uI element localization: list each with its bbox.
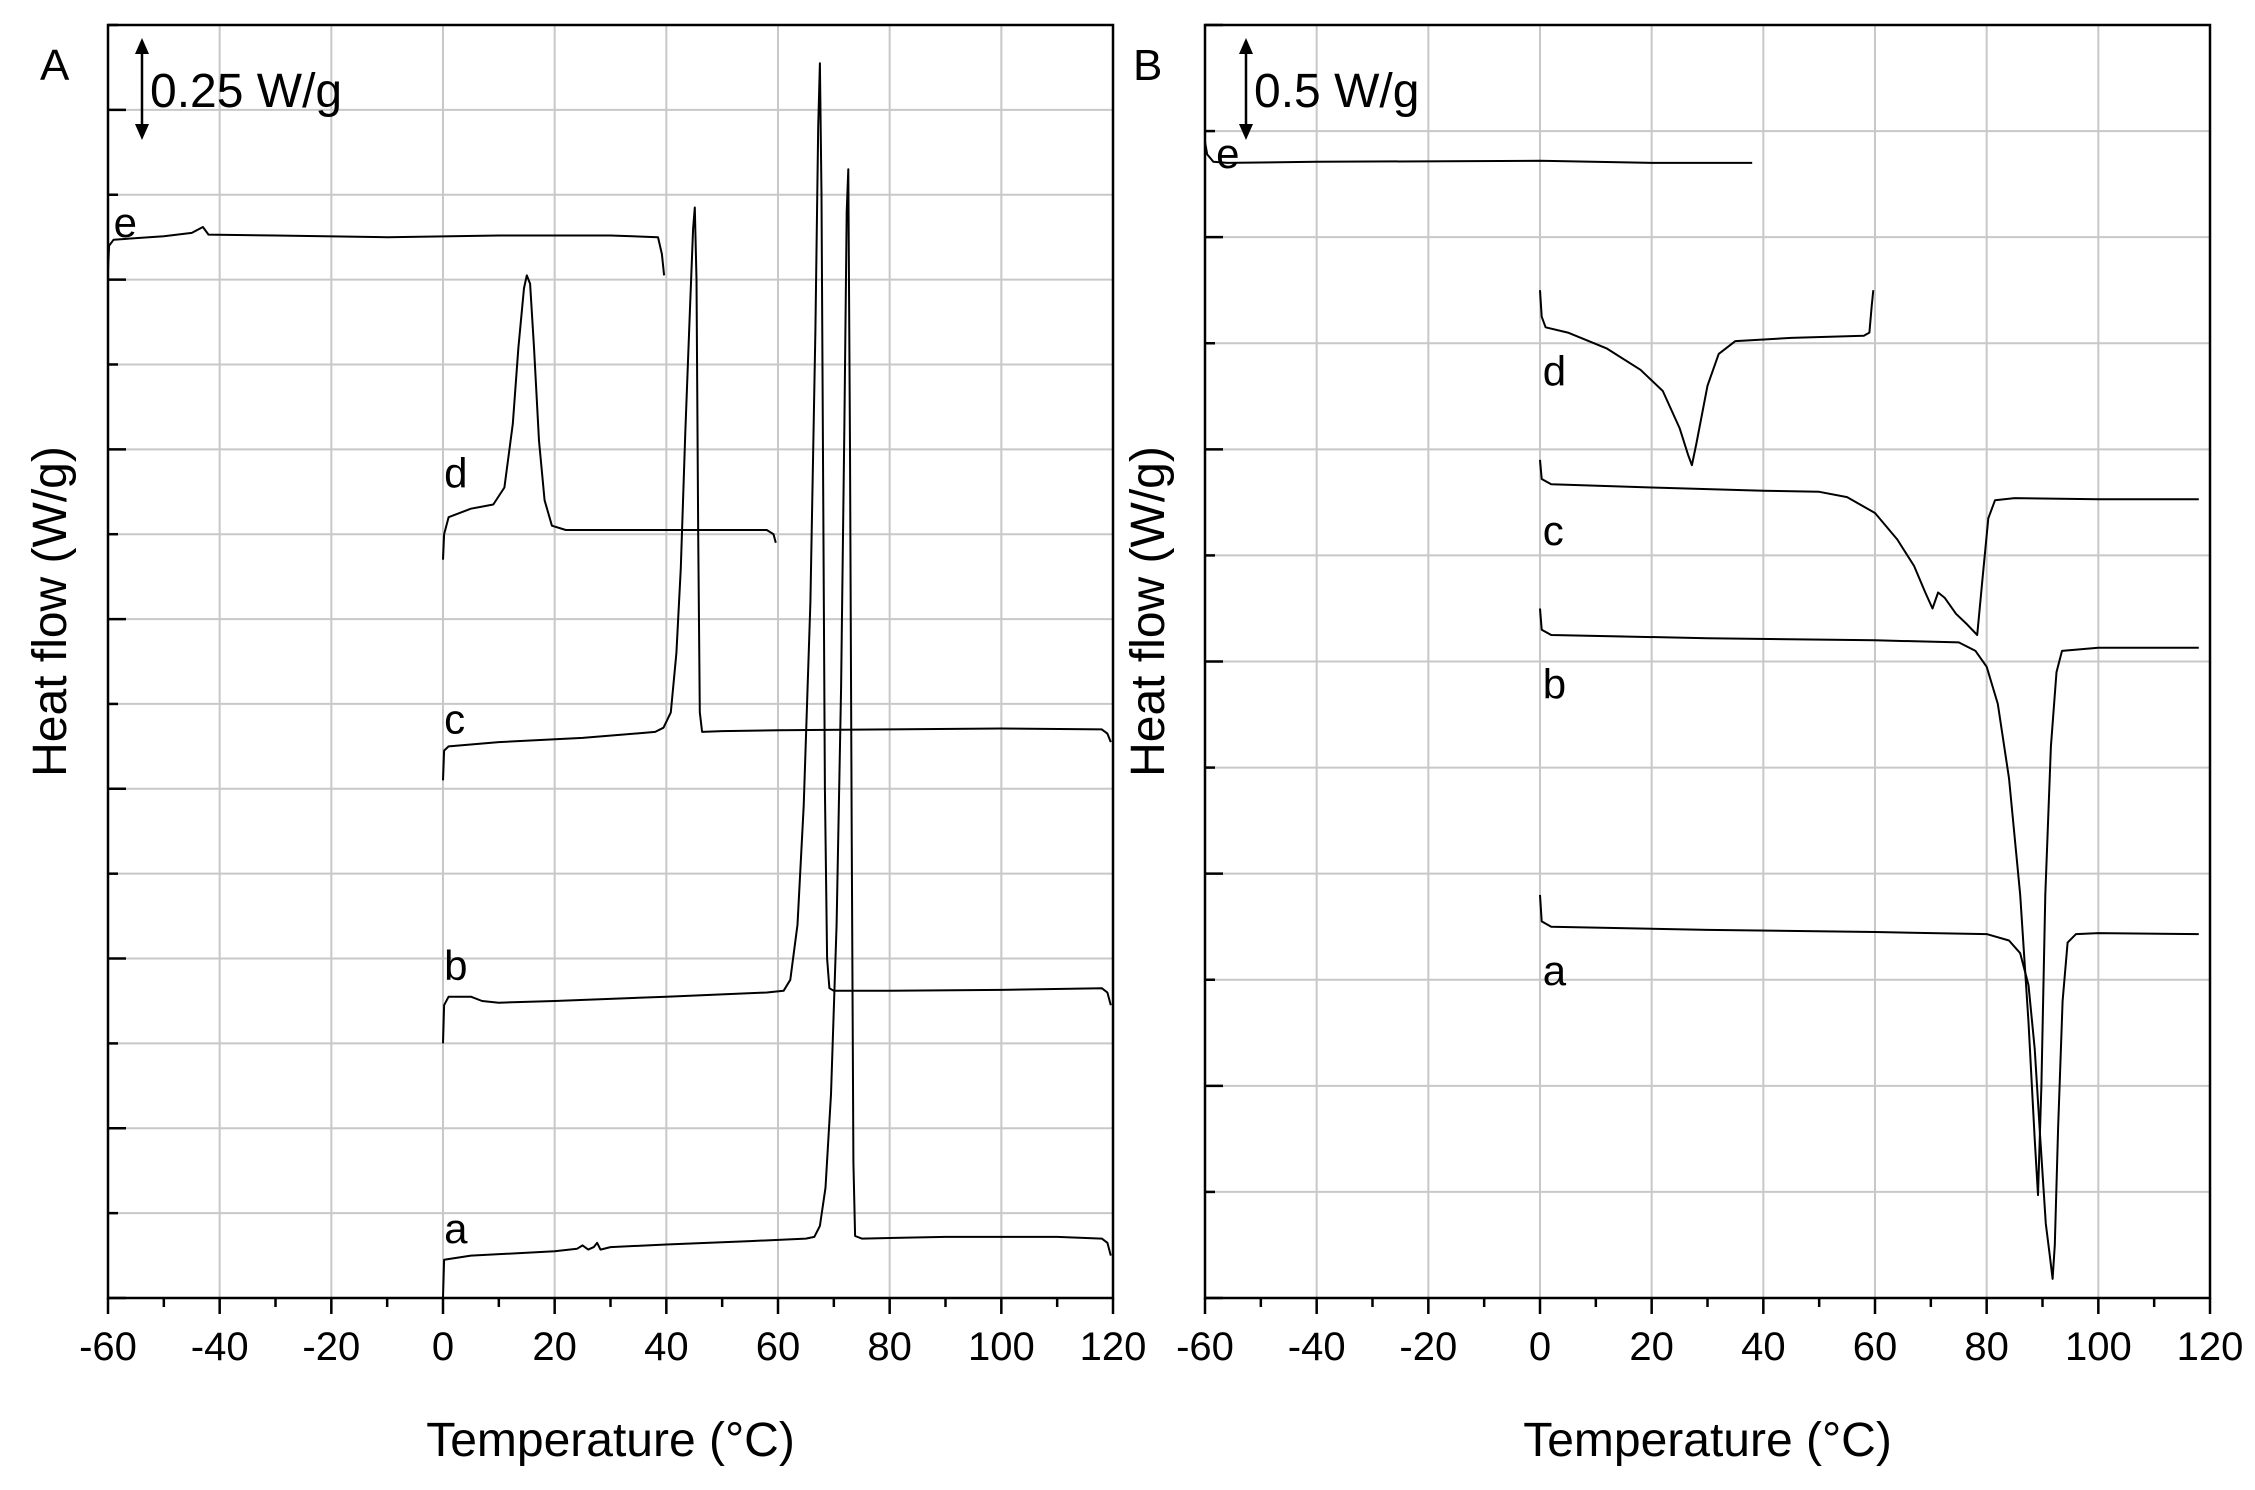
panel-a-x-tick-label: 40	[644, 1325, 689, 1369]
panel-a-curve-c	[442, 206, 1112, 781]
panel-b-curve-label-c: c	[1543, 507, 1564, 554]
panel-b-curve-a	[1539, 894, 2199, 1280]
panel-a-x-tick-label: 0	[432, 1325, 454, 1369]
panel-b-x-tick-label: 60	[1853, 1325, 1898, 1369]
panel-b-x-tick-label: -20	[1399, 1325, 1457, 1369]
panel-b-x-tick-label: -60	[1176, 1325, 1234, 1369]
panel-b-x-tick-label: 100	[2065, 1325, 2132, 1369]
panel-b-scale-bar-label: 0.5 W/g	[1254, 65, 1419, 118]
panel-b-x-tick-label: 120	[2177, 1325, 2244, 1369]
panel-a-x-tick-label: 120	[1080, 1325, 1147, 1369]
panel-b-x-tick-label: -40	[1288, 1325, 1346, 1369]
panel-a-x-tick-label: -60	[79, 1325, 137, 1369]
panel-a-scale-bar-label: 0.25 W/g	[150, 65, 342, 118]
panel-a-y-axis-title: Heat flow (W/g)	[24, 446, 77, 777]
panel-b-curve-b	[1539, 608, 2199, 1197]
panel-a-x-tick-label: 60	[756, 1325, 801, 1369]
panel-a-x-tick-label: 20	[532, 1325, 577, 1369]
panel-a-panel-letter: A	[40, 41, 70, 90]
panel-b-x-tick-label: 20	[1629, 1325, 1674, 1369]
panel-b-curve-label-a: a	[1543, 947, 1567, 994]
panel-b-curve-label-e: e	[1216, 130, 1239, 177]
panel-a-curve-a	[442, 168, 1112, 1299]
panel-b-curve-d	[1539, 290, 1875, 467]
panel-a-plot-frame	[106, 23, 1115, 1300]
panel-b-x-tick-label: 80	[1964, 1325, 2009, 1369]
panel-a-x-tick-label: -20	[302, 1325, 360, 1369]
panel-b-curve-label-d: d	[1543, 348, 1566, 395]
panel-a-x-tick-label: 80	[867, 1325, 912, 1369]
panel-a-curve-label-e: e	[114, 199, 137, 246]
panel-b-curve-c	[1539, 459, 2199, 636]
panel-a-curve-label-d: d	[444, 450, 467, 497]
panel-a-curve-label-b: b	[444, 942, 467, 989]
panel-a-curve-label-a: a	[444, 1205, 468, 1252]
panel-a-curve-b	[442, 62, 1112, 1044]
panel-b-y-axis-title: Heat flow (W/g)	[1122, 446, 1175, 777]
panel-a-curve-d	[442, 274, 777, 560]
panel-b-curve-label-b: b	[1543, 661, 1566, 708]
panel-a-x-axis-title: Temperature (°C)	[426, 1414, 795, 1467]
panel-b-panel-letter: B	[1133, 41, 1162, 90]
panel-b-x-tick-label: 0	[1529, 1325, 1551, 1369]
panel-a-curve-e	[107, 226, 666, 276]
panel-b-x-tick-label: 40	[1741, 1325, 1786, 1369]
panel-a: -60 -40 -20 0 20 40 60 80 100 120 Temperature (°C)…	[24, 23, 1147, 1467]
panel-a-scale-arrow-down-icon	[135, 124, 149, 140]
panel-a-x-tick-label: -40	[191, 1325, 249, 1369]
panel-b-scale-arrow-up-icon	[1239, 38, 1253, 54]
panel-b-curve-e	[1204, 141, 1753, 164]
panel-a-curve-label-c: c	[444, 696, 465, 743]
panel-a-x-tick-label: 100	[968, 1325, 1035, 1369]
panel-b-x-axis-title: Temperature (°C)	[1523, 1414, 1892, 1467]
panel-b: -60 -40 -20 0 20 40 60 80 100 120 Temperature (°C)…	[1122, 23, 2244, 1467]
panel-a-scale-arrow-up-icon	[135, 38, 149, 54]
panel-b-scale-arrow-down-icon	[1239, 124, 1253, 140]
